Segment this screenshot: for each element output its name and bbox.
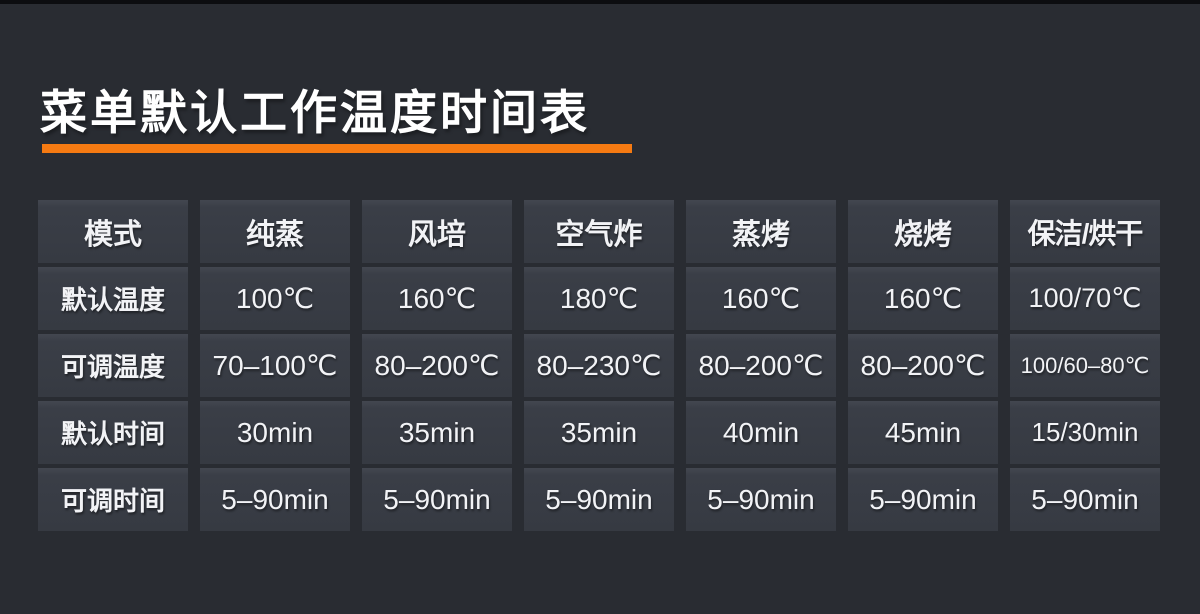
spec-table: 模式 纯蒸 风培 空气炸 蒸烤 烧烤 保洁/烘干 默认温度 100℃ 160℃ 180℃ 160℃ 16… — [38, 200, 1160, 531]
value-cell: 30min — [200, 401, 350, 464]
page-title: 菜单默认工作温度时间表 — [40, 86, 590, 139]
value-cell: 40min — [686, 401, 836, 464]
top-edge-divider — [0, 0, 1200, 4]
value-cell: 160℃ — [848, 267, 998, 330]
title-underline-bar — [42, 144, 632, 153]
value-cell: 5–90min — [200, 468, 350, 531]
value-cell: 5–90min — [1010, 468, 1160, 531]
value-cell: 35min — [362, 401, 512, 464]
value-cell: 160℃ — [686, 267, 836, 330]
value-cell: 35min — [524, 401, 674, 464]
value-cell: 160℃ — [362, 267, 512, 330]
row-label-cell: 默认时间 — [38, 401, 188, 464]
row-label-cell: 可调温度 — [38, 334, 188, 397]
header-cell: 空气炸 — [524, 200, 674, 263]
header-cell: 风培 — [362, 200, 512, 263]
value-cell: 45min — [848, 401, 998, 464]
value-cell: 100℃ — [200, 267, 350, 330]
header-cell: 纯蒸 — [200, 200, 350, 263]
header-cell: 蒸烤 — [686, 200, 836, 263]
value-cell: 5–90min — [686, 468, 836, 531]
value-cell: 70–100℃ — [200, 334, 350, 397]
value-cell: 15/30min — [1010, 401, 1160, 464]
row-label-cell: 可调时间 — [38, 468, 188, 531]
value-cell: 5–90min — [362, 468, 512, 531]
header-cell: 烧烤 — [848, 200, 998, 263]
value-cell: 5–90min — [848, 468, 998, 531]
value-cell: 5–90min — [524, 468, 674, 531]
value-cell: 100/70℃ — [1010, 267, 1160, 330]
value-cell: 180℃ — [524, 267, 674, 330]
value-cell: 80–200℃ — [848, 334, 998, 397]
value-cell: 80–200℃ — [686, 334, 836, 397]
row-label-cell: 默认温度 — [38, 267, 188, 330]
value-cell: 100/60–80℃ — [1010, 334, 1160, 397]
value-cell: 80–200℃ — [362, 334, 512, 397]
value-cell: 80–230℃ — [524, 334, 674, 397]
header-cell-mode: 模式 — [38, 200, 188, 263]
header-cell: 保洁/烘干 — [1010, 200, 1160, 263]
